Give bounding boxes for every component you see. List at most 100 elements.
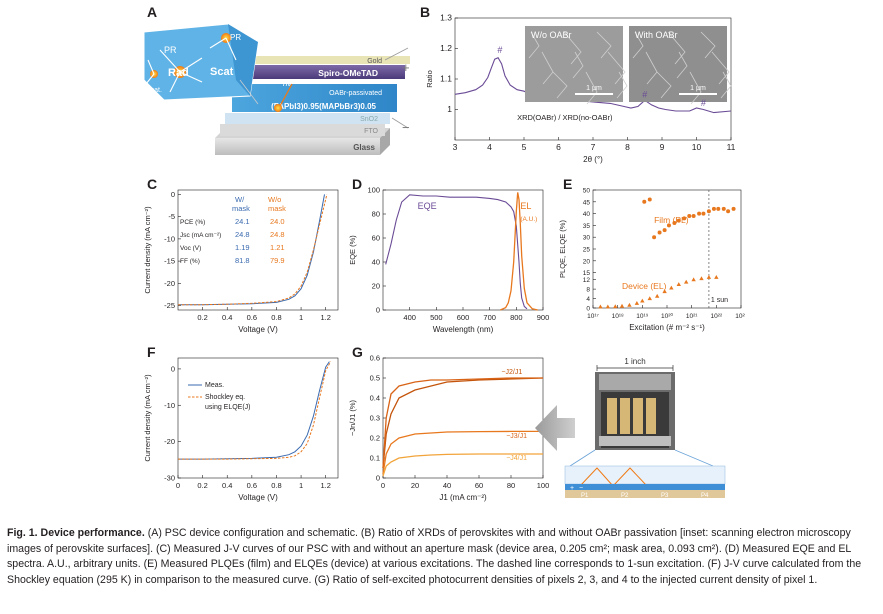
sem-texture bbox=[632, 31, 644, 59]
y-tick-label: -25 bbox=[164, 301, 175, 310]
inset-sem-with-oabr bbox=[629, 26, 727, 102]
x-tick-label: 9 bbox=[660, 142, 665, 152]
label-hv: hν bbox=[283, 79, 291, 88]
y-tick-label: 20 bbox=[583, 258, 591, 265]
x-tick-label: 0.6 bbox=[247, 481, 257, 490]
curve-label-j2: −J2/J1 bbox=[501, 369, 522, 376]
sign-plus: + bbox=[570, 485, 574, 492]
x-tick-label: 10²² bbox=[711, 313, 723, 320]
x-axis-label: Voltage (V) bbox=[238, 325, 278, 334]
y-tick-label: -30 bbox=[164, 474, 175, 483]
x-tick-label: 5 bbox=[522, 142, 527, 152]
y-axis-label: EQE (%) bbox=[348, 235, 357, 265]
film-point bbox=[701, 211, 706, 216]
label-scat: Scat bbox=[210, 66, 234, 78]
x-tick-label: 0.8 bbox=[271, 481, 281, 490]
x-tick-label: 0 bbox=[381, 481, 385, 490]
x-tick-label: 1.2 bbox=[320, 313, 330, 322]
panel-letter-g: G bbox=[352, 344, 363, 360]
layer-label-sno2: SnO2 bbox=[360, 116, 378, 123]
table-value-wo: 24.0 bbox=[270, 217, 285, 226]
x-axis-label: 2θ (°) bbox=[583, 155, 603, 164]
device-point bbox=[714, 275, 719, 279]
x-tick-label: 1.2 bbox=[320, 481, 330, 490]
x-tick-label: 1 bbox=[299, 313, 303, 322]
device-point bbox=[669, 285, 674, 290]
pixel-label-2: P2 bbox=[621, 493, 629, 499]
sem-texture bbox=[689, 71, 702, 105]
series-ratio bbox=[382, 430, 543, 475]
x-tick-label: 100 bbox=[537, 481, 550, 490]
label-pr-top: PR bbox=[230, 33, 241, 42]
device-point bbox=[647, 296, 652, 301]
plus-sign: + bbox=[402, 60, 410, 75]
y-tick-label: 20 bbox=[372, 282, 380, 291]
series-shockley bbox=[178, 361, 332, 460]
device-point bbox=[662, 289, 667, 294]
y-tick-label: -20 bbox=[164, 437, 175, 446]
y-tick-label: -10 bbox=[164, 234, 175, 243]
x-tick-label: 80 bbox=[507, 481, 515, 490]
panel-letter-a: A bbox=[147, 4, 158, 20]
film-point bbox=[726, 209, 731, 214]
label-scat-small: Scat. bbox=[146, 87, 162, 94]
x-tick-label: 0.2 bbox=[197, 313, 207, 322]
x-tick-label: 800 bbox=[510, 313, 523, 322]
x-tick-label: 10²⁰ bbox=[661, 312, 673, 320]
sno2-layer bbox=[225, 113, 390, 124]
sem-texture bbox=[700, 31, 716, 59]
y-axis-label: Current density (mA cm⁻²) bbox=[143, 206, 152, 294]
x-tick-label: 0.4 bbox=[222, 313, 232, 322]
table-head-w: W/ bbox=[235, 195, 245, 204]
x-tick-label: 7 bbox=[591, 142, 596, 152]
film-point bbox=[657, 230, 662, 235]
x-tick-label: 600 bbox=[457, 313, 470, 322]
table-value-w: 1.19 bbox=[235, 243, 250, 252]
series-without-mask bbox=[178, 194, 328, 306]
sem-texture bbox=[711, 51, 730, 85]
curve-label-j3: −J3/J1 bbox=[506, 433, 527, 440]
x-tick-label: 900 bbox=[537, 313, 550, 322]
panel-letter-e: E bbox=[563, 176, 573, 192]
y-tick-label: 80 bbox=[372, 210, 380, 219]
y-tick-label: 40 bbox=[372, 258, 380, 267]
table-value-w: 81.8 bbox=[235, 256, 250, 265]
table-head-w-mask: mask bbox=[232, 204, 250, 213]
film-point bbox=[731, 206, 736, 211]
x-tick-label: 10²¹ bbox=[686, 313, 698, 320]
x-tick-label: 6 bbox=[556, 142, 561, 152]
y-axis-label: Current density (mA cm⁻²) bbox=[143, 374, 152, 462]
gold-layer bbox=[245, 56, 410, 64]
y-tick-label: 60 bbox=[372, 234, 380, 243]
sem-texture bbox=[572, 51, 584, 79]
legend-label-measured: Meas. bbox=[205, 382, 224, 389]
pixel-label-1: P1 bbox=[581, 493, 589, 499]
plot-frame bbox=[177, 189, 339, 311]
perovskite-layer bbox=[232, 84, 397, 112]
y-tick-label: 12 bbox=[583, 277, 591, 284]
series-ratio bbox=[382, 453, 543, 477]
y-tick-label: 1 bbox=[447, 104, 452, 114]
device-point bbox=[699, 276, 704, 281]
eqe-label: EQE bbox=[418, 201, 437, 211]
layer-label-gold: Gold bbox=[367, 58, 382, 65]
label-pr-left: PR bbox=[164, 45, 177, 55]
plot-frame bbox=[177, 357, 339, 479]
y-tick-label: 0 bbox=[376, 474, 380, 483]
table-row-label: PCE (%) bbox=[180, 219, 205, 226]
device-point bbox=[613, 304, 618, 309]
table-value-w: 24.1 bbox=[235, 217, 250, 226]
panel-letter-c: C bbox=[147, 176, 158, 192]
sem-texture bbox=[585, 71, 598, 105]
y-axis-label: Ratio bbox=[425, 70, 434, 88]
device-point bbox=[683, 279, 689, 284]
film-point bbox=[642, 199, 647, 204]
table-value-wo: 79.9 bbox=[270, 256, 285, 265]
table-head-wo-mask: mask bbox=[268, 204, 286, 213]
x-tick-label: 10 bbox=[692, 142, 702, 152]
film-point bbox=[691, 213, 696, 218]
scale-bar-label: 1 μm bbox=[586, 85, 602, 92]
film-point bbox=[697, 211, 702, 216]
y-tick-label: 0 bbox=[171, 364, 175, 373]
device-pixels bbox=[607, 398, 656, 434]
